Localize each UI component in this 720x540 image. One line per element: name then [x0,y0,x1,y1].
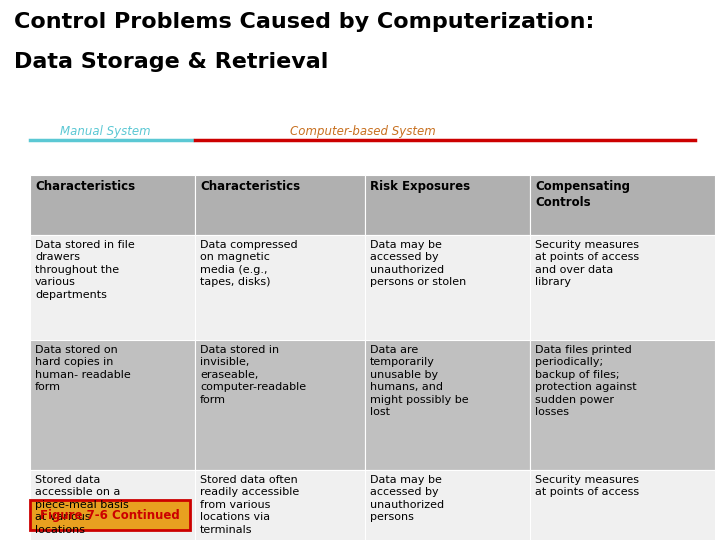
Text: Manual System: Manual System [60,125,150,138]
Bar [530,340,715,470]
Bar [30,340,195,470]
Bar [365,175,530,235]
Bar [30,175,195,235]
Text: Data may be
accessed by
unauthorized
persons: Data may be accessed by unauthorized per… [370,475,444,522]
Bar [530,235,715,340]
Text: Risk Exposures: Risk Exposures [370,180,470,193]
Bar [195,340,365,470]
Bar [365,235,530,340]
Bar [530,175,715,235]
Bar [195,470,365,540]
Text: Data Storage & Retrieval: Data Storage & Retrieval [14,52,328,72]
Bar [30,470,195,540]
Text: Stored data
accessible on a
piece-meal basis
at various
locations: Stored data accessible on a piece-meal b… [35,475,129,535]
Text: Characteristics: Characteristics [200,180,300,193]
Bar [195,235,365,340]
Bar [195,175,365,235]
Text: Characteristics: Characteristics [35,180,135,193]
Text: Data stored on
hard copies in
human- readable
form: Data stored on hard copies in human- rea… [35,345,131,392]
Text: Stored data often
readily accessible
from various
locations via
terminals: Stored data often readily accessible fro… [200,475,300,535]
Text: Computer-based System: Computer-based System [290,125,436,138]
Bar [30,500,190,530]
Bar [530,470,715,540]
Bar [365,470,530,540]
Text: Data stored in file
drawers
throughout the
various
departments: Data stored in file drawers throughout t… [35,240,135,300]
Text: Data stored in
invisible,
eraseable,
computer-readable
form: Data stored in invisible, eraseable, com… [200,345,306,404]
Bar [365,340,530,470]
Text: Data compressed
on magnetic
media (e.g.,
tapes, disks): Data compressed on magnetic media (e.g.,… [200,240,297,287]
Bar [30,235,195,340]
Text: Security measures
at points of access
and over data
library: Security measures at points of access an… [535,240,639,287]
Text: Control Problems Caused by Computerization:: Control Problems Caused by Computerizati… [14,12,595,32]
Text: Security measures
at points of access: Security measures at points of access [535,475,639,497]
Text: Data are
temporarily
unusable by
humans, and
might possibly be
lost: Data are temporarily unusable by humans,… [370,345,469,417]
Text: Compensating
Controls: Compensating Controls [535,180,630,209]
Text: Data may be
accessed by
unauthorized
persons or stolen: Data may be accessed by unauthorized per… [370,240,467,287]
Text: Data files printed
periodically;
backup of files;
protection against
sudden powe: Data files printed periodically; backup … [535,345,636,417]
Text: Figure 7-6 Continued: Figure 7-6 Continued [40,509,180,522]
